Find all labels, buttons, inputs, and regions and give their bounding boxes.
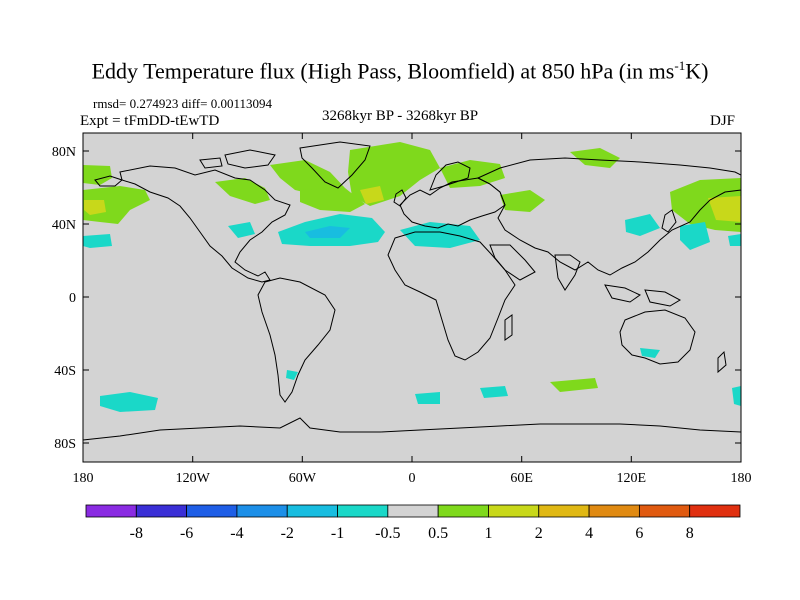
lon-label-180e: 180 xyxy=(731,471,752,486)
colorbar-swatch xyxy=(638,504,691,518)
negative-anomaly-strong xyxy=(305,226,350,238)
lon-ticks xyxy=(192,133,632,462)
positive-anomaly xyxy=(83,165,112,185)
season-label: DJF xyxy=(710,113,736,129)
colorbar-label: -0.5 xyxy=(375,525,400,542)
anomaly-patches xyxy=(83,142,741,412)
lat-ticks xyxy=(83,150,741,444)
lon-label-120w: 120W xyxy=(176,471,211,486)
colorbar-swatch xyxy=(538,504,590,518)
colorbar-label: 1 xyxy=(484,525,492,542)
colorbar-label: 2 xyxy=(535,525,543,542)
colorbar-label: 0.5 xyxy=(428,525,448,542)
lat-label-40n: 40N xyxy=(52,218,76,233)
lon-label-180w: 180 xyxy=(73,471,94,486)
colorbar-swatch xyxy=(488,504,540,518)
positive-anomaly xyxy=(550,378,598,392)
negative-anomaly xyxy=(83,234,112,248)
positive-anomaly xyxy=(300,188,365,212)
negative-anomaly xyxy=(625,214,660,236)
colorbar-label: 8 xyxy=(686,525,694,542)
colorbar-swatch xyxy=(286,504,338,518)
positive-anomaly xyxy=(270,160,345,196)
colorbar-label: -1 xyxy=(331,525,344,542)
colorbar-swatch xyxy=(387,504,439,518)
lon-label-0: 0 xyxy=(409,471,416,486)
experiment-label: Expt = tFmDD-tEwTD xyxy=(80,113,220,129)
negative-anomaly xyxy=(480,386,508,398)
colorbar-label: 4 xyxy=(585,525,593,542)
colorbar-swatch xyxy=(588,504,640,518)
colorbar-swatch xyxy=(186,504,238,518)
lon-labels: 180 120W 60W 0 60E 120E 180 xyxy=(73,471,752,486)
negative-anomaly xyxy=(640,348,660,358)
lat-label-80n: 80N xyxy=(52,145,76,160)
positive-anomaly-strong xyxy=(84,200,106,215)
stats-label: rmsd= 0.274923 diff= 0.00113094 xyxy=(93,96,272,111)
lat-label-0: 0 xyxy=(69,291,76,306)
colorbar-label: -4 xyxy=(230,525,243,542)
negative-anomaly xyxy=(728,234,741,246)
positive-anomaly xyxy=(83,186,150,224)
negative-anomaly xyxy=(228,222,255,238)
lat-label-80s: 80S xyxy=(54,437,76,452)
positive-anomaly-strong xyxy=(708,196,741,222)
colorbar-swatch xyxy=(689,504,741,518)
colorbar-label: 6 xyxy=(635,525,643,542)
negative-anomaly xyxy=(415,392,440,404)
colorbar-swatch xyxy=(85,504,137,518)
period-label: 3268kyr BP - 3268kyr BP xyxy=(322,108,479,124)
lon-label-60e: 60E xyxy=(510,471,533,486)
map-title: Eddy Temperature flux (High Pass, Bloomf… xyxy=(91,58,709,84)
colorbar-swatch xyxy=(135,504,188,518)
lat-labels: 80N 40N 0 40S 80S xyxy=(52,145,76,452)
positive-anomaly-strong xyxy=(360,186,384,204)
positive-anomaly xyxy=(500,190,545,212)
colorbar-swatch xyxy=(437,504,489,518)
lon-label-60w: 60W xyxy=(289,471,317,486)
lon-label-120e: 120E xyxy=(617,471,647,486)
map-background xyxy=(83,133,741,462)
coastlines xyxy=(82,141,742,441)
negative-anomaly xyxy=(100,392,158,412)
colorbar-swatch xyxy=(236,504,288,518)
colorbar-swatch xyxy=(337,504,389,518)
colorbar-label: -2 xyxy=(281,525,294,542)
colorbar: -8 -6 -4 -2 -1 -0.5 0.5 1 2 4 6 8 xyxy=(85,504,741,542)
colorbar-label: -8 xyxy=(130,525,143,542)
negative-anomaly xyxy=(680,222,710,250)
negative-anomaly xyxy=(400,222,480,248)
positive-anomaly xyxy=(570,148,620,168)
negative-anomaly xyxy=(286,370,298,380)
negative-anomaly xyxy=(732,386,741,406)
colorbar-label: -6 xyxy=(180,525,193,542)
lat-label-40s: 40S xyxy=(54,364,76,379)
